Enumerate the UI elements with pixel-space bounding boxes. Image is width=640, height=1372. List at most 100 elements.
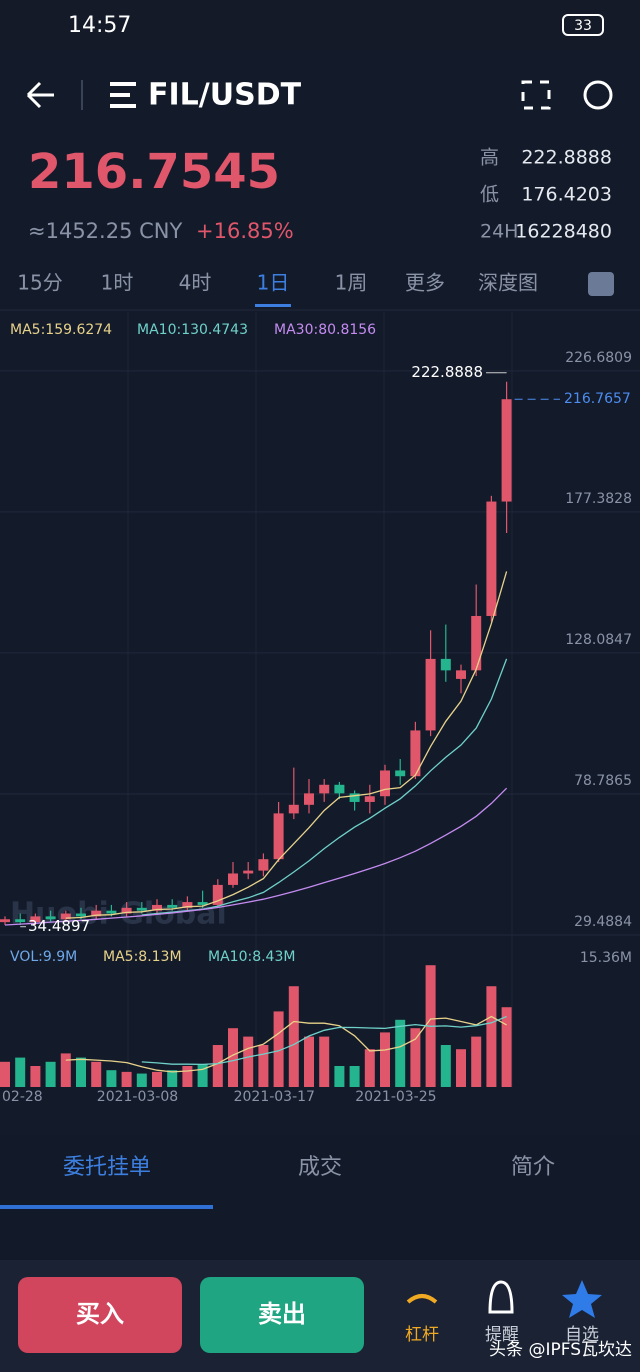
x-tick-label: 2021-03-08 bbox=[97, 1089, 178, 1105]
last-price: 216.7545 bbox=[28, 144, 280, 200]
y-tick-label: 78.7865 bbox=[574, 773, 632, 789]
interval-tab[interactable]: 15分 bbox=[17, 271, 62, 295]
volume-bar bbox=[380, 1032, 390, 1087]
candle-body bbox=[15, 919, 26, 923]
interval-tab[interactable]: 1时 bbox=[101, 271, 134, 295]
candle-body bbox=[471, 615, 482, 671]
stat-label: 高 bbox=[480, 147, 499, 169]
candle-body bbox=[45, 916, 56, 920]
scan-icon[interactable] bbox=[521, 80, 551, 110]
back-icon[interactable] bbox=[26, 81, 54, 109]
battery: 33 bbox=[574, 18, 592, 34]
volume-bar bbox=[456, 1049, 466, 1087]
candle-body bbox=[152, 904, 162, 911]
y-tick-label: 226.6809 bbox=[565, 350, 632, 366]
stat-label: 低 bbox=[480, 184, 499, 206]
refresh-icon[interactable] bbox=[583, 80, 613, 110]
candle-body bbox=[197, 902, 208, 905]
ma-legend: MA10:130.4743 bbox=[137, 322, 248, 338]
volume-bar bbox=[15, 1057, 26, 1087]
stat-value: 176.4203 bbox=[521, 184, 612, 206]
sell-button[interactable] bbox=[200, 1277, 364, 1353]
candle-body bbox=[364, 796, 375, 802]
volume-bar bbox=[395, 1019, 406, 1087]
ma-line bbox=[65, 571, 508, 919]
candle-body bbox=[440, 658, 451, 671]
volume-bar bbox=[228, 1028, 238, 1087]
candle-body bbox=[212, 884, 223, 905]
high-label: 222.8888 bbox=[411, 363, 483, 381]
ma-line bbox=[141, 1015, 507, 1066]
ma-legend: MA30:80.8156 bbox=[274, 322, 376, 338]
vol-legend: VOL:9.9M bbox=[10, 949, 77, 965]
candle-body bbox=[243, 870, 254, 874]
candle-body bbox=[228, 873, 238, 885]
buy-button[interactable] bbox=[18, 1277, 182, 1353]
volume-bar bbox=[121, 1071, 132, 1087]
candle-body bbox=[425, 658, 436, 731]
interval-tab[interactable]: 更多 bbox=[405, 271, 445, 295]
volume-bar bbox=[304, 1036, 314, 1087]
nav-label[interactable]: 杠杆 bbox=[405, 1325, 439, 1345]
candle-body bbox=[91, 910, 102, 917]
candle-body bbox=[501, 399, 512, 502]
volume-bar bbox=[440, 1045, 451, 1087]
vol-legend: MA10:8.43M bbox=[208, 949, 295, 965]
interval-tab[interactable]: 4时 bbox=[179, 271, 212, 295]
volume-bar bbox=[258, 1045, 269, 1087]
leverage-icon[interactable] bbox=[406, 1294, 438, 1304]
volume-bar bbox=[76, 1057, 86, 1087]
vol-legend: MA5:8.13M bbox=[103, 949, 182, 965]
favorite-icon[interactable] bbox=[562, 1280, 602, 1318]
candle-body bbox=[136, 907, 147, 911]
sell-label: 卖出 bbox=[258, 1300, 306, 1328]
candle-body bbox=[395, 770, 406, 777]
time: 14:57 bbox=[68, 13, 131, 38]
buy-label: 买入 bbox=[76, 1300, 124, 1328]
interval-tabs: 15分 1时 4时 1日 1周 更多 深度图 bbox=[17, 271, 614, 307]
candle-body bbox=[304, 793, 314, 805]
candle-body bbox=[30, 916, 41, 923]
candle-body bbox=[486, 501, 497, 616]
y-tick-label: 128.0847 bbox=[565, 632, 632, 648]
candle-body bbox=[349, 793, 360, 802]
volume-bar bbox=[152, 1071, 162, 1087]
volume-bar bbox=[212, 1045, 223, 1087]
order-tab[interactable]: 简介 bbox=[511, 1155, 555, 1180]
change: +16.85% bbox=[196, 219, 294, 243]
volume-bar bbox=[45, 1061, 56, 1087]
nav-label[interactable]: 自选 bbox=[565, 1325, 599, 1345]
volume-bar bbox=[364, 1049, 375, 1087]
volume-bar bbox=[60, 1053, 71, 1087]
settings-icon[interactable] bbox=[588, 272, 614, 296]
order-tab[interactable]: 成交 bbox=[298, 1155, 342, 1180]
candle-body bbox=[288, 804, 299, 814]
volume-bar bbox=[273, 1011, 284, 1087]
order-tab[interactable]: 委托挂单 bbox=[63, 1155, 151, 1180]
candle-body bbox=[0, 919, 10, 923]
nav-label[interactable]: 提醒 bbox=[485, 1325, 519, 1345]
chart: Huobi Global 29.488478.7865128.0847177.38… bbox=[0, 312, 640, 1105]
price-line-label: 216.7657 bbox=[564, 391, 631, 407]
volume-bar bbox=[0, 1061, 10, 1087]
interval-tab[interactable]: 1日 bbox=[257, 271, 290, 295]
stat-value: 222.8888 bbox=[521, 147, 612, 169]
menu-icon[interactable] bbox=[110, 82, 136, 108]
alert-icon[interactable] bbox=[488, 1280, 514, 1314]
candle-body bbox=[60, 913, 71, 920]
volume-bar bbox=[167, 1070, 178, 1087]
volume-bar bbox=[197, 1064, 208, 1087]
volume-bar bbox=[243, 1036, 254, 1087]
interval-tab[interactable]: 深度图 bbox=[478, 271, 538, 295]
pair-title: FIL/USDT bbox=[148, 78, 302, 113]
volume-bar bbox=[486, 986, 497, 1087]
candle-body bbox=[334, 784, 345, 794]
y-tick-label: 29.4884 bbox=[574, 914, 632, 930]
candle-body bbox=[380, 770, 390, 797]
stat-value: 16228480 bbox=[515, 221, 612, 243]
ma-line bbox=[65, 1015, 507, 1073]
order-panel bbox=[0, 1135, 640, 1260]
interval-tab[interactable]: 1周 bbox=[335, 271, 368, 295]
volume-bar bbox=[91, 1061, 102, 1087]
